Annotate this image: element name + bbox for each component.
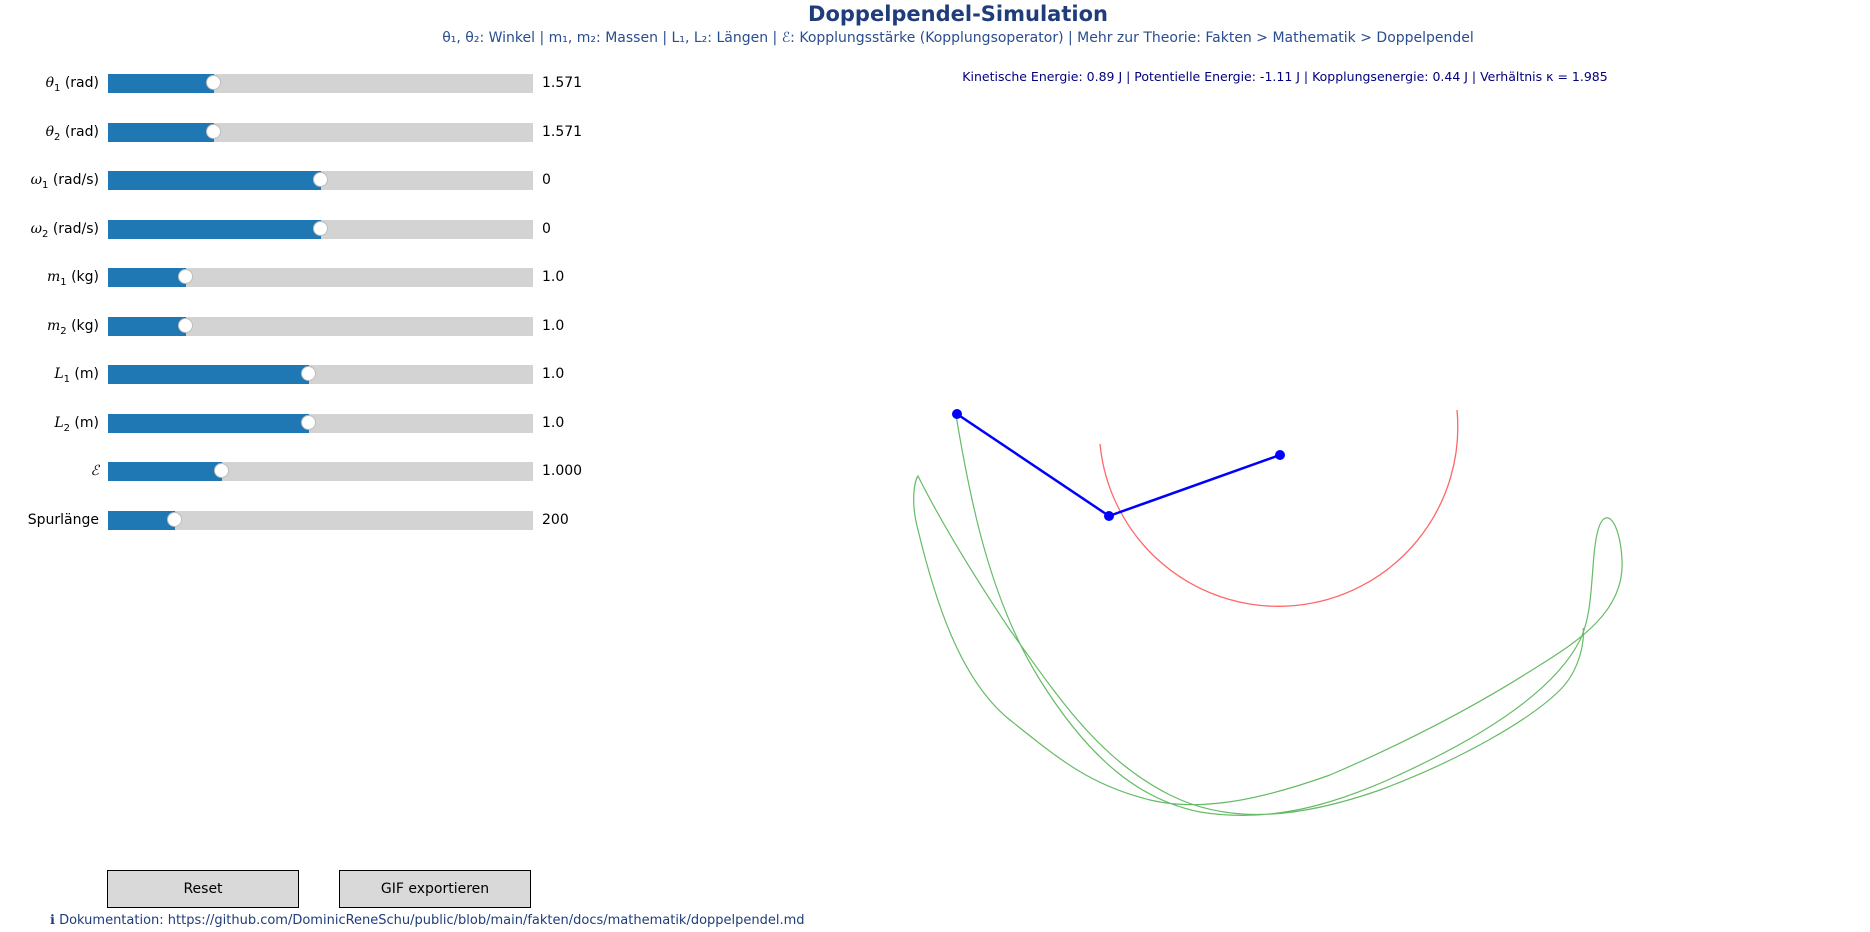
gif-export-button[interactable]: GIF exportieren <box>339 870 531 908</box>
energy-readout: Kinetische Energie: 0.89 J | Potentielle… <box>962 69 1608 84</box>
slider-fill <box>108 510 176 530</box>
slider-row: ω1 (rad/s) 0 <box>0 170 640 192</box>
slider-fill <box>108 462 222 481</box>
slider-track[interactable] <box>108 219 533 239</box>
slider-fill <box>108 219 321 239</box>
slider-fill <box>108 316 186 336</box>
slider-knob[interactable] <box>206 123 222 139</box>
slider-row: L2 (m) 1.0 <box>0 413 640 435</box>
slider-track[interactable] <box>108 365 533 384</box>
slider-fill <box>108 413 310 433</box>
slider-knob[interactable] <box>312 220 328 236</box>
slider-label: m2 (kg) <box>46 317 99 337</box>
slider-track[interactable] <box>108 122 533 142</box>
slider-value: 0 <box>542 172 551 188</box>
slider-value: 200 <box>542 511 569 528</box>
slider-label: m1 (kg) <box>46 269 99 288</box>
reset-button[interactable]: Reset <box>107 870 299 908</box>
slider-knob[interactable] <box>206 75 222 90</box>
page-subtitle: θ₁, θ₂: Winkel | m₁, m₂: Massen | L₁, L₂… <box>442 30 1474 46</box>
slider-track[interactable] <box>108 413 533 433</box>
slider-track[interactable] <box>108 171 533 190</box>
coupling-circle <box>1099 409 1459 607</box>
slider-track[interactable] <box>108 268 533 287</box>
slider-track[interactable] <box>108 510 533 530</box>
pendulum-pivot <box>1275 450 1285 460</box>
pendulum-arm-2 <box>956 412 1110 518</box>
slider-knob[interactable] <box>301 414 317 430</box>
documentation-link[interactable]: ℹ Dokumentation: https://github.com/Domi… <box>50 913 805 928</box>
slider-row: L1 (m) 1.0 <box>0 364 640 386</box>
slider-fill <box>108 74 215 93</box>
slider-value: 1.0 <box>542 414 565 431</box>
slider-track[interactable] <box>108 316 533 336</box>
slider-row: ℰ 1.000 <box>0 461 640 483</box>
page-title: Doppelpendel-Simulation <box>808 2 1108 26</box>
trace-path <box>913 414 1623 817</box>
slider-value: 1.571 <box>542 75 583 91</box>
slider-knob[interactable] <box>301 366 317 381</box>
slider-row: θ2 (rad) 1.571 <box>0 122 640 144</box>
slider-knob[interactable] <box>167 511 183 527</box>
slider-value: 1.571 <box>542 123 583 140</box>
pendulum-bob-1 <box>1104 511 1114 521</box>
slider-fill <box>108 268 186 287</box>
slider-knob[interactable] <box>213 463 229 478</box>
slider-value: 1.0 <box>542 317 565 334</box>
slider-value: 0 <box>542 220 551 237</box>
slider-row: m2 (kg) 1.0 <box>0 316 640 338</box>
slider-knob[interactable] <box>177 317 193 333</box>
slider-fill <box>108 171 321 190</box>
pendulum-arm-1 <box>1108 453 1281 518</box>
slider-label: θ2 (rad) <box>45 123 99 143</box>
slider-label: L1 (m) <box>54 366 99 385</box>
slider-value: 1.0 <box>542 366 565 382</box>
slider-row: θ1 (rad) 1.571 <box>0 73 640 95</box>
slider-label: ω2 (rad/s) <box>30 220 99 240</box>
slider-value: 1.000 <box>542 463 583 479</box>
slider-track[interactable] <box>108 74 533 93</box>
pendulum-bob-2 <box>952 409 962 419</box>
slider-fill <box>108 365 310 384</box>
slider-label: θ1 (rad) <box>45 75 99 94</box>
slider-label: ω1 (rad/s) <box>30 172 99 191</box>
slider-fill <box>108 122 215 142</box>
slider-row: ω2 (rad/s) 0 <box>0 219 640 241</box>
slider-value: 1.0 <box>542 269 565 285</box>
slider-track[interactable] <box>108 462 533 481</box>
slider-label: L2 (m) <box>54 414 99 434</box>
slider-label: ℰ <box>90 463 99 479</box>
slider-knob[interactable] <box>312 172 328 187</box>
slider-row: Spurlänge 200 <box>0 510 640 532</box>
slider-label: Spurlänge <box>27 511 99 528</box>
slider-row: m1 (kg) 1.0 <box>0 267 640 289</box>
slider-knob[interactable] <box>177 269 193 284</box>
